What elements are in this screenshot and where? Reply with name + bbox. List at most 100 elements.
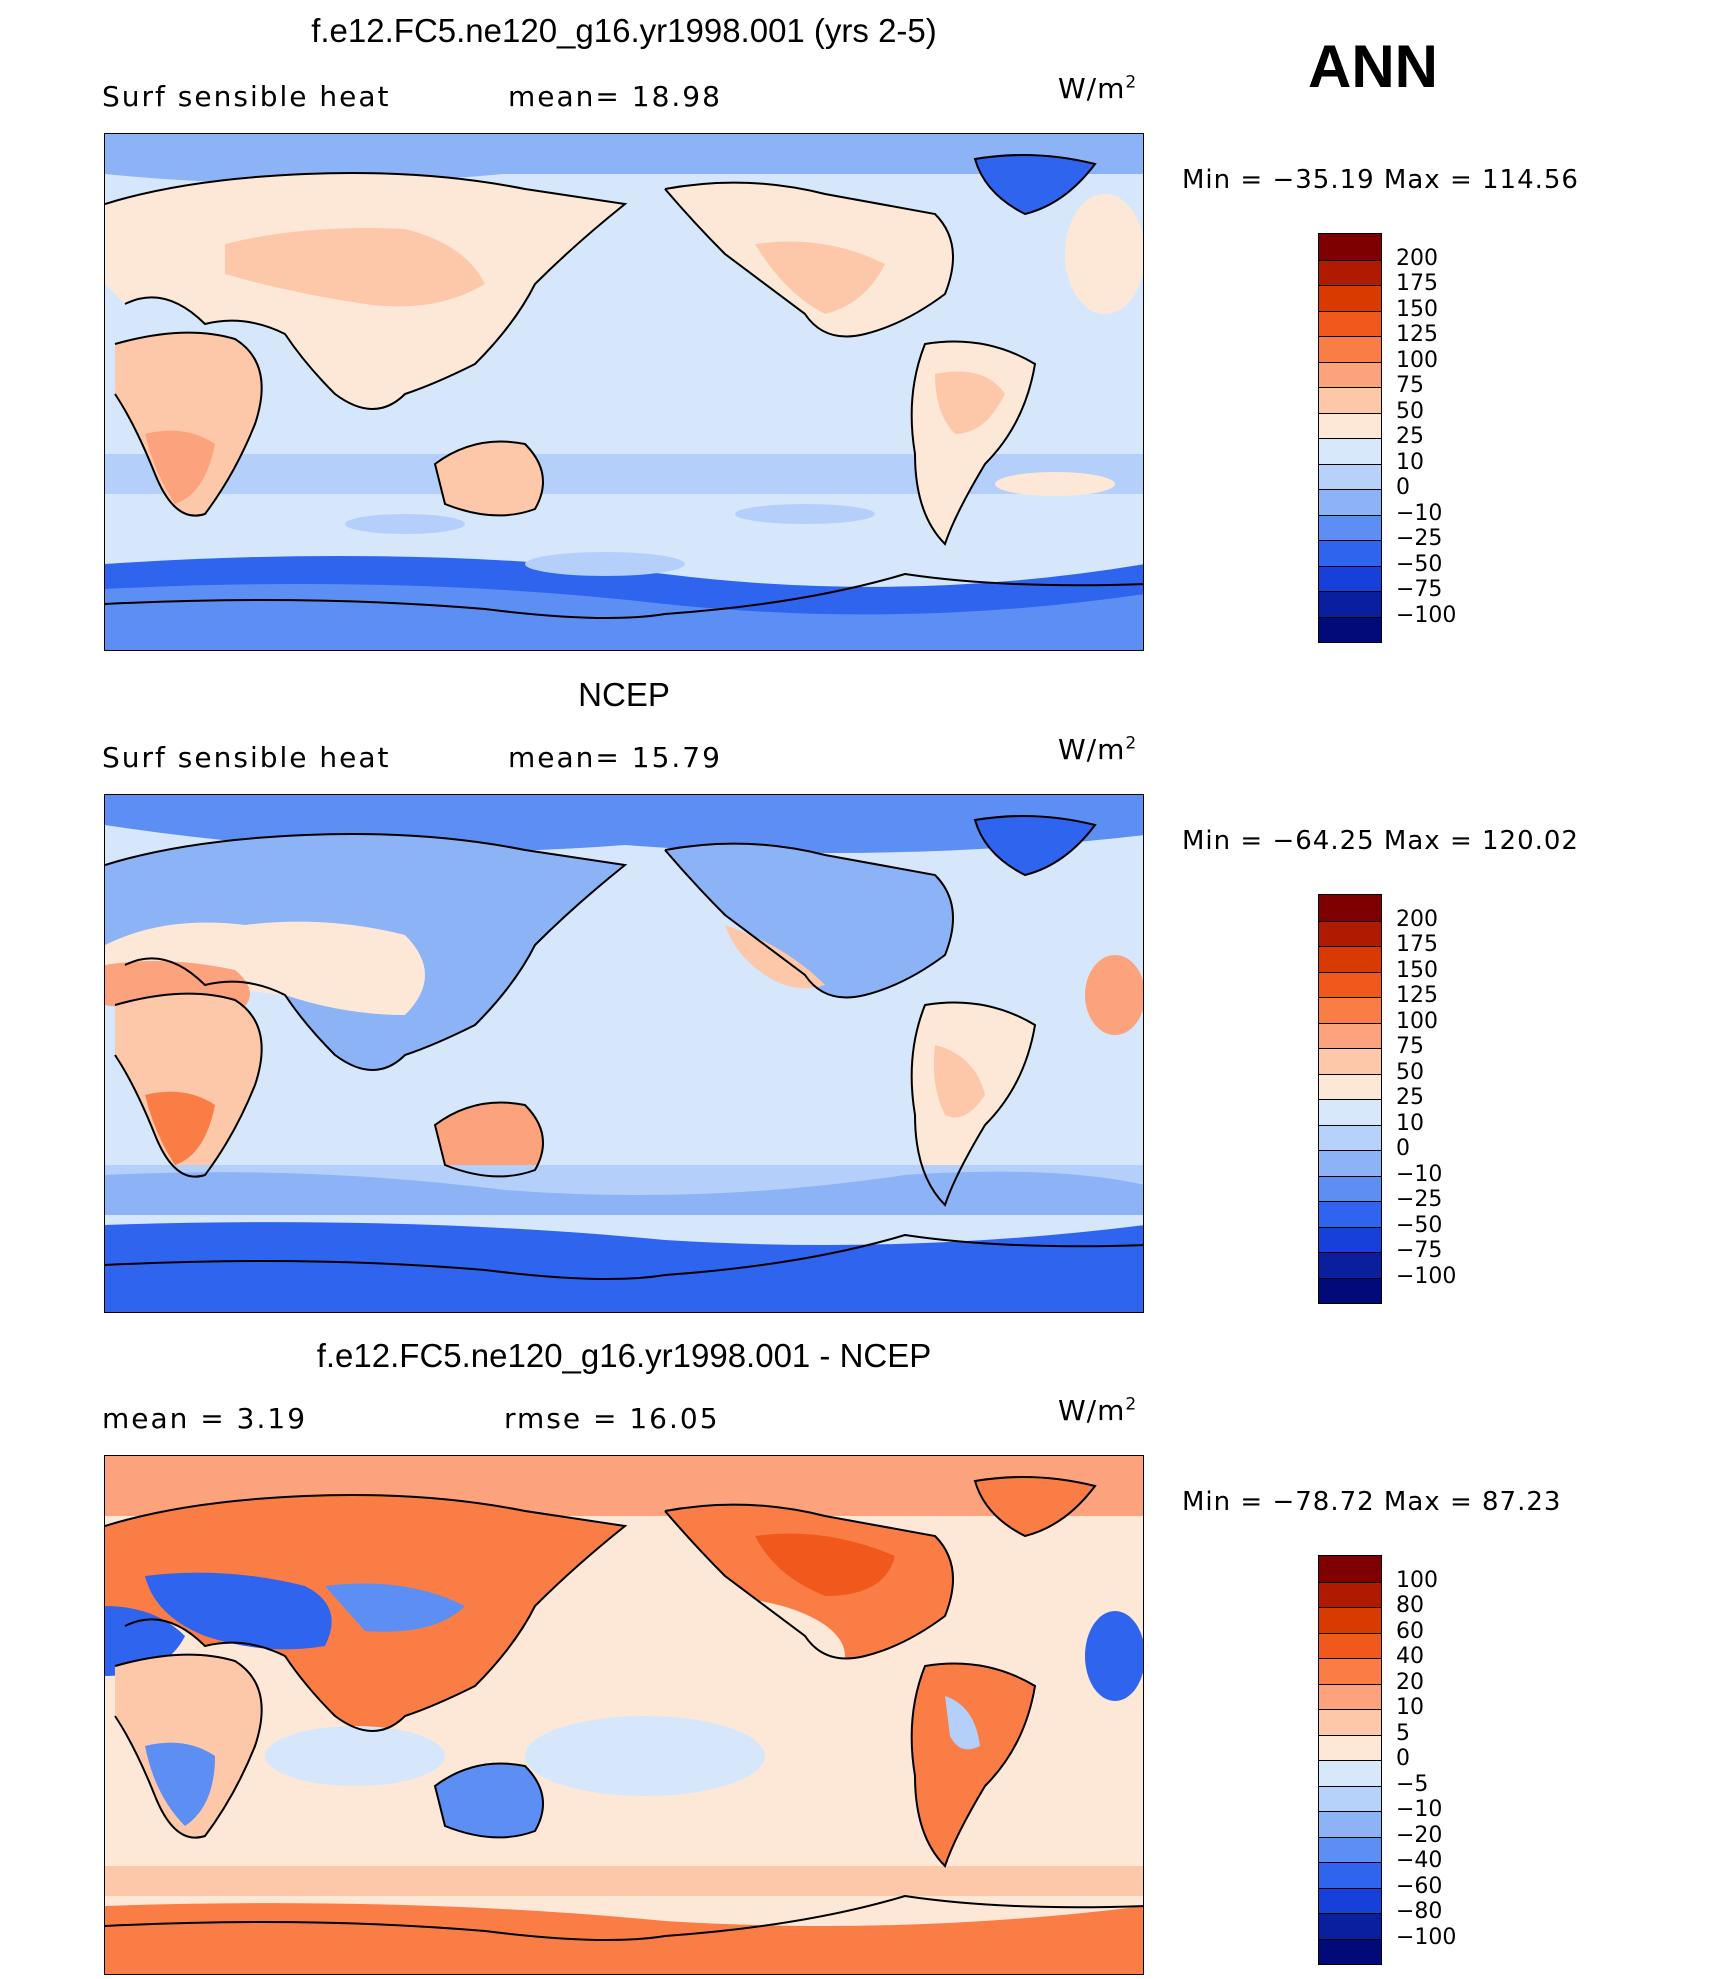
colorbar-swatch — [1319, 895, 1381, 921]
colorbar-swatch — [1319, 1658, 1381, 1684]
colorbar-level-label: 125 — [1396, 983, 1438, 1008]
colorbar-swatch — [1319, 412, 1381, 438]
panel1-variable-label: Surf sensible heat — [102, 80, 391, 113]
colorbar-swatch — [1319, 1811, 1381, 1837]
colorbar-swatch — [1319, 971, 1381, 997]
colorbar-swatch — [1319, 259, 1381, 285]
colorbar-level-label: −50 — [1396, 1212, 1443, 1238]
panel3-units: W/m2 — [1058, 1394, 1138, 1427]
panel3-mean-label: mean = 3.19 — [102, 1402, 308, 1435]
colorbar-level-label: −25 — [1396, 526, 1443, 551]
colorbar-level-label: −40 — [1396, 1848, 1443, 1873]
colorbar-swatch — [1319, 387, 1381, 413]
colorbar-level-label: −20 — [1396, 1822, 1443, 1848]
colorbar-level-label: −100 — [1396, 1263, 1457, 1289]
panel1-map — [104, 133, 1144, 651]
panel3-title: f.e12.FC5.ne120_g16.yr1998.001 - NCEP — [316, 1337, 932, 1374]
coastlines — [105, 815, 1143, 1280]
colorbar-level-label: −5 — [1396, 1771, 1429, 1797]
colorbar-swatch — [1319, 310, 1381, 336]
colorbar-swatch — [1319, 1201, 1381, 1227]
panel1-colorbar-swatches — [1318, 233, 1382, 643]
colorbar-level-label: −50 — [1396, 551, 1443, 577]
colorbar-level-label: 20 — [1396, 1669, 1424, 1695]
panel2-map — [104, 794, 1144, 1313]
panel3-map — [104, 1455, 1144, 1975]
panel3-minmax: Min = −78.72 Max = 87.23 — [1182, 1487, 1562, 1517]
africa — [115, 332, 262, 516]
colorbar-swatch — [1319, 1150, 1381, 1176]
panel2-colorbar: 200 175 150 125 100 75 50 25 10 0 −10 −25 −50 −75 −100 — [1318, 894, 1456, 1304]
panel1-map-svg — [105, 134, 1143, 650]
colorbar-swatch — [1319, 234, 1381, 260]
colorbar-swatch — [1319, 285, 1381, 311]
colorbar-swatch — [1319, 463, 1381, 489]
colorbar-level-label: 80 — [1396, 1593, 1424, 1618]
colorbar-level-label: −10 — [1396, 1161, 1443, 1187]
season-label: ANN — [1308, 33, 1438, 100]
panel1-mean-label: mean= 18.98 — [508, 80, 722, 113]
panel2-minmax: Min = −64.25 Max = 120.02 — [1182, 826, 1579, 856]
panel2-title: NCEP — [578, 676, 670, 713]
colorbar-swatch — [1319, 1073, 1381, 1099]
colorbar-swatch — [1319, 1760, 1381, 1786]
antarctica-cold — [105, 1222, 1143, 1312]
colorbar-swatch — [1319, 514, 1381, 540]
coastlines — [105, 154, 1143, 619]
colorbar-level-label: 100 — [1396, 1567, 1438, 1593]
colorbar-level-label: 200 — [1396, 906, 1438, 932]
panel2-map-svg — [105, 795, 1143, 1312]
colorbar-level-label: 100 — [1396, 347, 1438, 373]
colorbar-swatch — [1319, 1048, 1381, 1074]
colorbar-swatch — [1319, 1099, 1381, 1125]
colorbar-swatch — [1319, 1252, 1381, 1278]
colorbar-swatch — [1319, 1607, 1381, 1633]
africa — [115, 993, 262, 1177]
colorbar-level-label: −10 — [1396, 1797, 1443, 1822]
colorbar-swatch — [1319, 565, 1381, 591]
australia — [435, 1102, 543, 1177]
colorbar-level-label: 10 — [1396, 1110, 1424, 1136]
greenland — [975, 155, 1095, 214]
colorbar-level-label: 75 — [1396, 373, 1424, 398]
colorbar-level-label: 0 — [1396, 1746, 1410, 1771]
colorbar-swatch — [1319, 1124, 1381, 1150]
colorbar-level-label: 0 — [1396, 475, 1410, 500]
panel1-minmax: Min = −35.19 Max = 114.56 — [1182, 165, 1579, 195]
colorbar-swatch — [1319, 1683, 1381, 1709]
panel3-rmse-label: rmse = 16.05 — [504, 1402, 720, 1435]
colorbar-level-label: 100 — [1396, 1008, 1438, 1034]
colorbar-swatch — [1319, 1175, 1381, 1201]
colorbar-level-label: 5 — [1396, 1720, 1410, 1746]
colorbar-level-label: −80 — [1396, 1899, 1443, 1924]
colorbar-swatch — [1319, 1022, 1381, 1048]
colorbar-swatch — [1319, 438, 1381, 464]
colorbar-swatch — [1319, 591, 1381, 617]
colorbar-swatch — [1319, 1938, 1381, 1964]
colorbar-swatch — [1319, 1862, 1381, 1888]
panel1-units: W/m2 — [1058, 72, 1138, 105]
australia — [435, 1763, 543, 1838]
colorbar-swatch — [1319, 1226, 1381, 1252]
south-america — [911, 1663, 1035, 1866]
colorbar-swatch — [1319, 361, 1381, 387]
colorbar-level-label: 0 — [1396, 1136, 1410, 1161]
greenland — [975, 816, 1095, 875]
australia — [435, 441, 543, 516]
colorbar-level-label: 10 — [1396, 449, 1424, 475]
colorbar-swatch — [1319, 1913, 1381, 1939]
panel3-map-svg — [105, 1456, 1143, 1974]
colorbar-swatch — [1319, 616, 1381, 642]
colorbar-level-label: 25 — [1396, 1085, 1424, 1110]
colorbar-swatch — [1319, 946, 1381, 972]
colorbar-level-label: 50 — [1396, 398, 1424, 424]
north-america — [665, 843, 953, 998]
panel2-mean-label: mean= 15.79 — [508, 741, 722, 774]
colorbar-swatch — [1319, 997, 1381, 1023]
panel1-title: f.e12.FC5.ne120_g16.yr1998.001 (yrs 2-5) — [311, 12, 937, 49]
colorbar-level-label: 150 — [1396, 296, 1438, 322]
colorbar-level-label: 175 — [1396, 271, 1438, 296]
colorbar-swatch — [1319, 1277, 1381, 1303]
colorbar-level-label: 200 — [1396, 245, 1438, 271]
colorbar-swatch — [1319, 489, 1381, 515]
